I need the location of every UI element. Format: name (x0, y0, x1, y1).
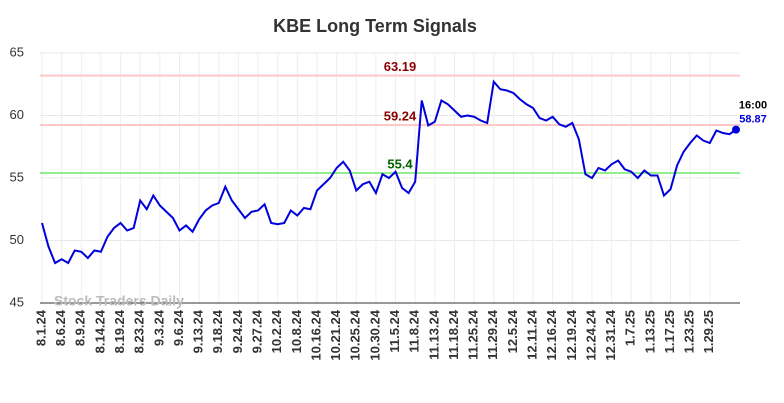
x-tick-label: 8.9.24 (73, 309, 88, 346)
x-tick-label: 8.1.24 (33, 309, 48, 346)
x-tick-label: 12.11.24 (524, 309, 539, 360)
last-point (732, 125, 740, 134)
x-tick-label: 1.23.25 (682, 310, 697, 353)
last-value-label: 58.87 (739, 114, 767, 126)
reference-label: 55.4 (387, 156, 413, 171)
x-tick-label: 11.29.24 (485, 309, 500, 360)
x-tick-label: 10.21.24 (328, 309, 343, 360)
x-tick-label: 11.25.24 (466, 309, 481, 360)
x-tick-label: 10.8.24 (289, 309, 304, 353)
x-tick-label: 1.17.25 (662, 310, 677, 353)
x-tick-label: 1.13.25 (642, 310, 657, 353)
x-tick-label: 9.13.24 (191, 309, 206, 353)
y-tick-label: 45 (10, 294, 24, 309)
price-line (41, 79, 737, 265)
x-tick-label: 12.5.24 (505, 309, 520, 353)
x-tick-label: 10.30.24 (367, 309, 382, 360)
x-tick-label: 11.13.24 (426, 309, 441, 360)
x-tick-label: 9.3.24 (151, 309, 166, 346)
y-tick-label: 60 (10, 107, 24, 122)
x-tick-label: 9.24.24 (230, 309, 245, 353)
x-tick-label: 11.18.24 (446, 309, 461, 360)
x-tick-label: 8.14.24 (92, 309, 107, 353)
x-tick-label: 8.19.24 (112, 309, 127, 353)
x-tick-label: 12.24.24 (583, 309, 598, 360)
y-tick-label: 50 (10, 232, 24, 247)
x-tick-label: 10.25.24 (348, 309, 363, 360)
x-tick-label: 12.31.24 (603, 309, 618, 360)
chart-title: KBE Long Term Signals (273, 16, 477, 36)
y-tick-label: 65 (10, 44, 24, 59)
x-tick-label: 1.7.25 (623, 310, 638, 346)
x-tick-label: 1.29.25 (701, 310, 716, 353)
x-tick-label: 10.2.24 (269, 309, 284, 353)
x-tick-label: 9.6.24 (171, 309, 186, 346)
x-tick-label: 8.23.24 (132, 309, 147, 353)
x-tick-label: 12.19.24 (564, 309, 579, 360)
x-tick-label: 9.27.24 (249, 309, 264, 353)
x-tick-label: 8.6.24 (53, 309, 68, 346)
x-tick-label: 9.18.24 (210, 309, 225, 353)
x-tick-label: 12.16.24 (544, 309, 559, 360)
x-tick-label: 11.8.24 (407, 309, 422, 352)
reference-label: 59.24 (384, 108, 417, 123)
x-tick-label: 11.5.24 (387, 309, 402, 352)
reference-label: 63.19 (384, 59, 417, 74)
x-tick-label: 10.16.24 (308, 309, 323, 360)
watermark: Stock Traders Daily (54, 293, 184, 309)
last-time-label: 16:00 (739, 100, 767, 112)
y-tick-label: 55 (10, 169, 24, 184)
